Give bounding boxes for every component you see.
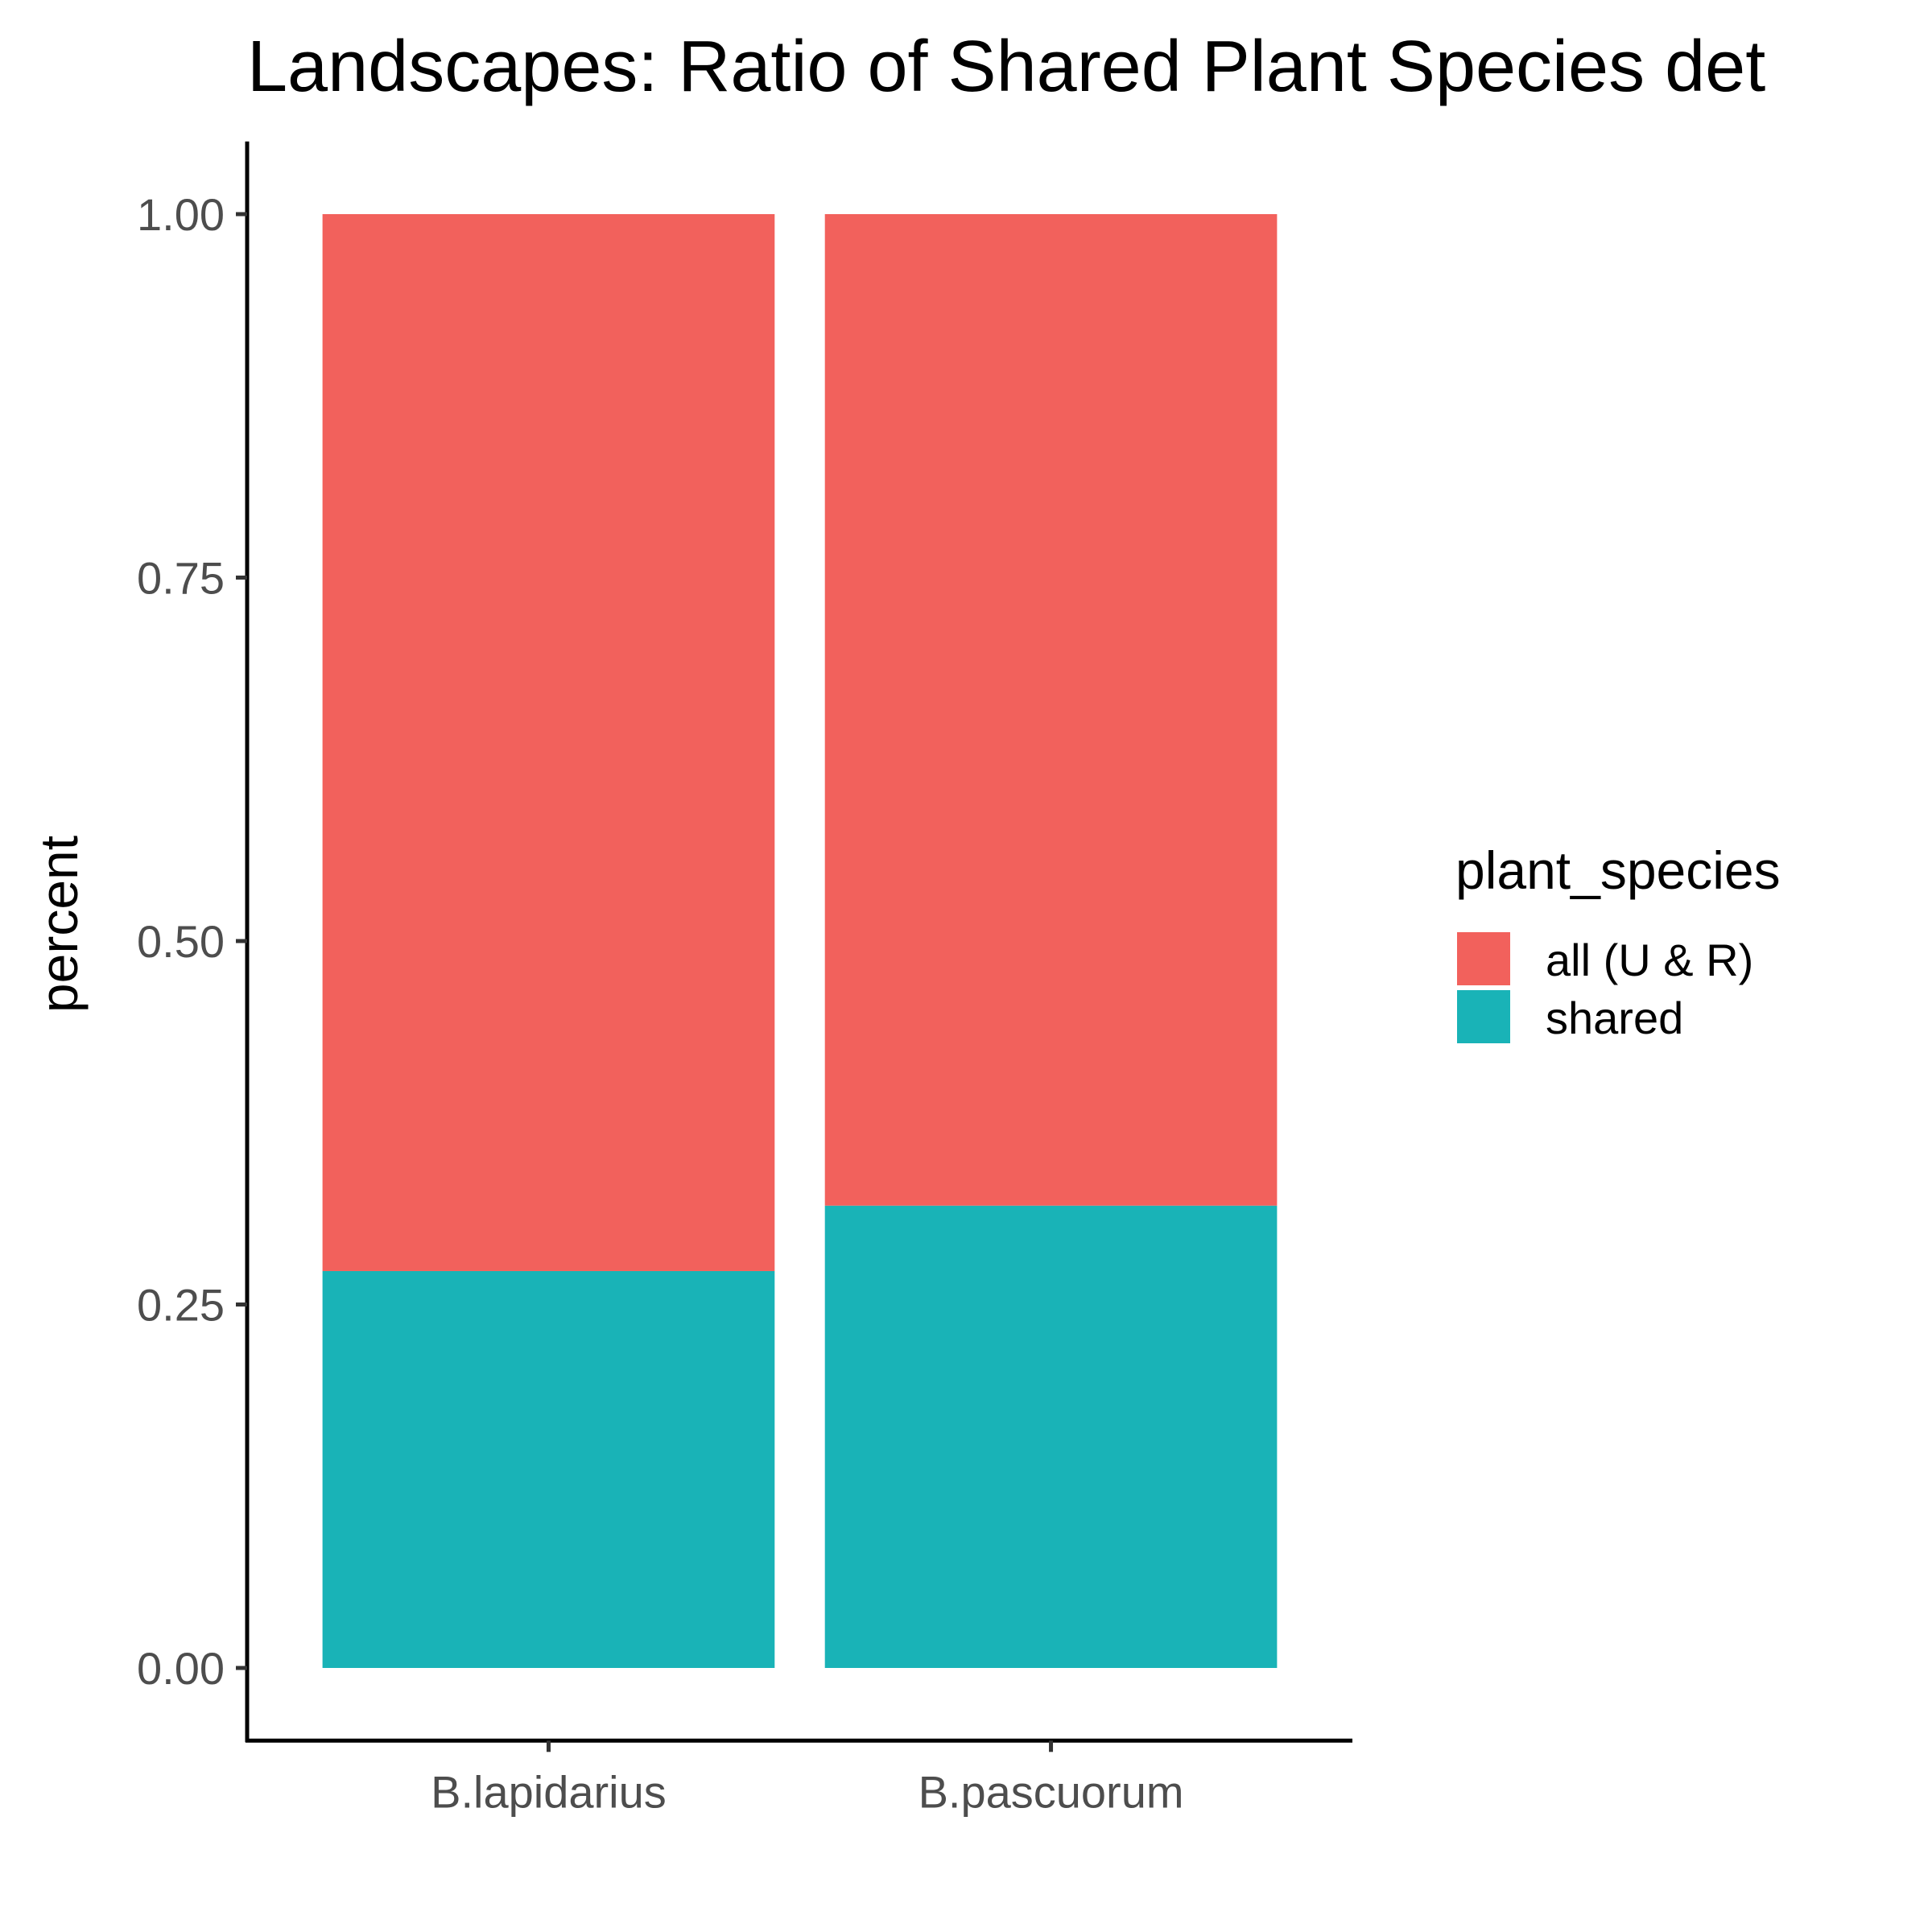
y-axis-title: percent <box>29 836 89 1013</box>
legend: plant_species all (U & R) shared <box>1455 840 1781 1043</box>
bars-layer <box>322 214 1278 1668</box>
y-tick-label: 0.75 <box>137 553 225 604</box>
legend-label-1: all (U & R) <box>1546 935 1753 985</box>
legend-key-1 <box>1457 932 1510 985</box>
bar-segment-allur-1 <box>322 214 775 1271</box>
x-tick-label: B.pascuorum <box>919 1766 1184 1817</box>
bar-segment-shared-1 <box>322 1270 775 1668</box>
legend-key-2 <box>1457 990 1510 1043</box>
legend-label-2: shared <box>1546 993 1683 1043</box>
x-tick-label: B.lapidarius <box>431 1766 667 1817</box>
chart-title: Landscapes: Ratio of Shared Plant Specie… <box>247 27 1765 107</box>
y-tick-label: 0.00 <box>137 1643 225 1694</box>
axes-layer: 0.00 0.25 0.50 0.75 1.00 B.lapidarius B.pascuo… <box>137 141 1352 1817</box>
bar-segment-allur-2 <box>824 214 1278 1206</box>
legend-title: plant_species <box>1455 840 1781 900</box>
y-tick-label: 0.25 <box>137 1280 225 1331</box>
y-tick-label: 1.00 <box>137 189 225 240</box>
bar-segment-shared-2 <box>824 1205 1278 1668</box>
y-tick-label: 0.50 <box>137 916 225 967</box>
